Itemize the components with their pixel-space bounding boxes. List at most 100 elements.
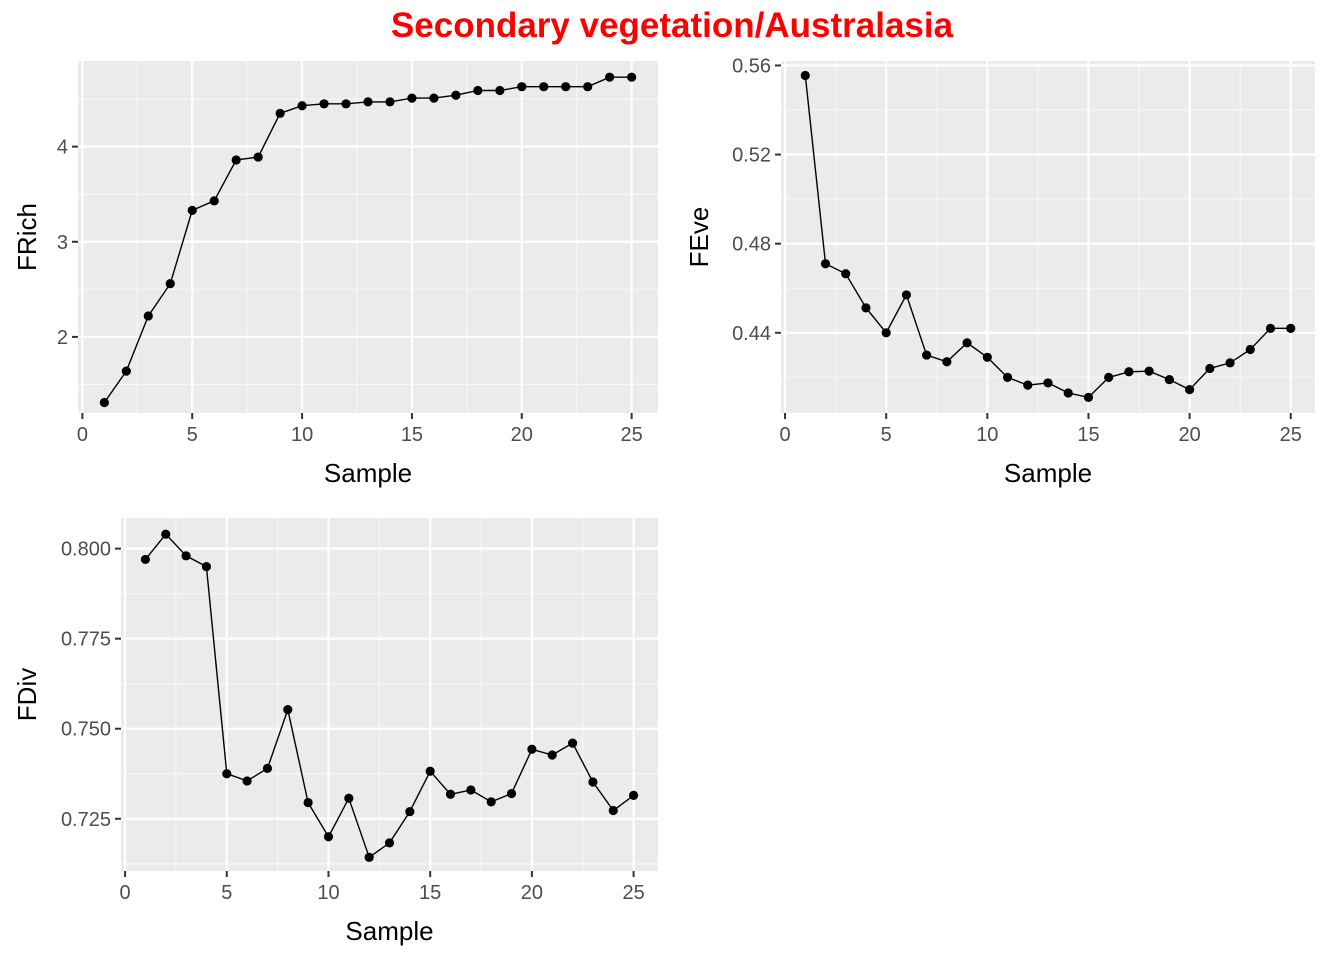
data-point bbox=[1286, 323, 1296, 333]
figure-title: Secondary vegetation/Australasia bbox=[390, 6, 954, 45]
data-point bbox=[861, 303, 871, 313]
data-point bbox=[384, 838, 395, 848]
data-point bbox=[201, 562, 212, 572]
data-point bbox=[583, 82, 593, 92]
data-point bbox=[608, 805, 618, 816]
y-tick-label: 4 bbox=[57, 137, 68, 159]
data-point bbox=[1144, 366, 1154, 376]
data-point bbox=[942, 357, 952, 367]
data-point bbox=[982, 352, 992, 362]
data-point bbox=[405, 806, 415, 817]
data-point bbox=[165, 279, 175, 289]
data-point bbox=[561, 82, 571, 92]
data-point bbox=[1023, 380, 1033, 390]
data-point bbox=[161, 529, 171, 539]
data-point bbox=[1184, 385, 1195, 395]
data-point bbox=[841, 269, 851, 279]
data-point bbox=[283, 705, 293, 715]
x-tick-label: 0 bbox=[779, 424, 790, 446]
data-point bbox=[1245, 344, 1255, 355]
data-point bbox=[466, 785, 476, 795]
data-point bbox=[605, 72, 615, 82]
data-point bbox=[567, 738, 578, 748]
data-point bbox=[628, 790, 639, 800]
data-point bbox=[547, 750, 557, 760]
data-point bbox=[527, 744, 537, 754]
data-point bbox=[517, 82, 527, 92]
data-point bbox=[231, 155, 241, 165]
data-point bbox=[495, 85, 505, 96]
y-tick-label: 3 bbox=[57, 232, 68, 254]
data-point bbox=[181, 551, 191, 561]
data-point bbox=[364, 852, 374, 862]
data-point bbox=[1002, 372, 1013, 382]
data-point bbox=[341, 99, 351, 109]
data-point bbox=[253, 152, 263, 162]
x-tick-label: 10 bbox=[317, 882, 339, 904]
data-point bbox=[1225, 358, 1235, 368]
data-point bbox=[1124, 367, 1134, 377]
y-tick-label: 0.725 bbox=[61, 809, 111, 831]
data-point bbox=[901, 290, 912, 300]
data-point bbox=[319, 99, 329, 109]
x-tick-label: 20 bbox=[511, 424, 533, 446]
x-tick-label: 5 bbox=[881, 424, 892, 446]
data-point bbox=[209, 196, 219, 206]
x-tick-label: 25 bbox=[622, 882, 644, 904]
data-point bbox=[1083, 392, 1094, 403]
data-point bbox=[473, 85, 483, 96]
x-tick-label: 10 bbox=[291, 424, 313, 446]
x-tick-label: 20 bbox=[1178, 424, 1200, 446]
y-tick-label: 0.56 bbox=[732, 55, 771, 77]
y-tick-label: 0.44 bbox=[732, 323, 771, 345]
y-tick-label: 0.800 bbox=[61, 539, 111, 561]
data-point bbox=[451, 90, 461, 100]
y-tick-label: 0.52 bbox=[732, 145, 771, 167]
data-point bbox=[922, 350, 932, 360]
data-point bbox=[627, 72, 637, 82]
data-point bbox=[1043, 378, 1053, 388]
x-axis-title: Sample bbox=[324, 458, 412, 488]
y-axis-title: FEve bbox=[684, 207, 714, 268]
x-tick-label: 0 bbox=[120, 882, 131, 904]
y-tick-label: 0.48 bbox=[732, 234, 771, 256]
data-point bbox=[1164, 374, 1174, 385]
data-point bbox=[429, 93, 439, 103]
data-point bbox=[363, 97, 373, 107]
x-tick-label: 15 bbox=[401, 424, 423, 446]
data-point bbox=[800, 70, 810, 81]
x-tick-label: 5 bbox=[187, 424, 198, 446]
chart-frich: 0 5 10 15 20 25 2 3 4 Sample FRich bbox=[12, 61, 658, 488]
chart-fdiv: 0 5 10 15 20 25 0.725 0.750 0.775 0.800 Sample FDiv bbox=[12, 518, 658, 946]
data-point bbox=[588, 777, 598, 787]
x-tick-label: 25 bbox=[1280, 424, 1302, 446]
x-tick-label: 0 bbox=[77, 424, 88, 446]
data-point bbox=[445, 789, 456, 799]
data-point bbox=[275, 108, 285, 118]
data-point bbox=[506, 788, 517, 799]
chart-feve: 0 5 10 15 20 25 0.44 0.48 0.52 0.56 Sample FEve bbox=[684, 55, 1315, 488]
data-point bbox=[140, 554, 151, 565]
panel-background bbox=[78, 61, 658, 413]
data-point bbox=[539, 82, 549, 92]
y-tick-label: 0.775 bbox=[61, 629, 111, 651]
x-tick-label: 15 bbox=[1077, 424, 1099, 446]
data-point bbox=[222, 769, 232, 779]
data-point bbox=[187, 205, 197, 215]
data-point bbox=[407, 93, 417, 103]
data-point bbox=[303, 797, 313, 808]
data-point bbox=[297, 101, 307, 111]
data-point bbox=[820, 259, 831, 269]
y-axis-title: FRich bbox=[12, 203, 42, 271]
data-point bbox=[242, 776, 252, 786]
x-tick-label: 15 bbox=[419, 882, 441, 904]
panel-background bbox=[121, 518, 658, 871]
data-point bbox=[99, 397, 109, 408]
x-tick-label: 5 bbox=[221, 882, 232, 904]
data-point bbox=[143, 311, 153, 321]
data-point bbox=[1063, 388, 1073, 398]
data-point bbox=[962, 338, 972, 348]
panel-background bbox=[781, 61, 1315, 413]
data-point bbox=[385, 97, 395, 107]
